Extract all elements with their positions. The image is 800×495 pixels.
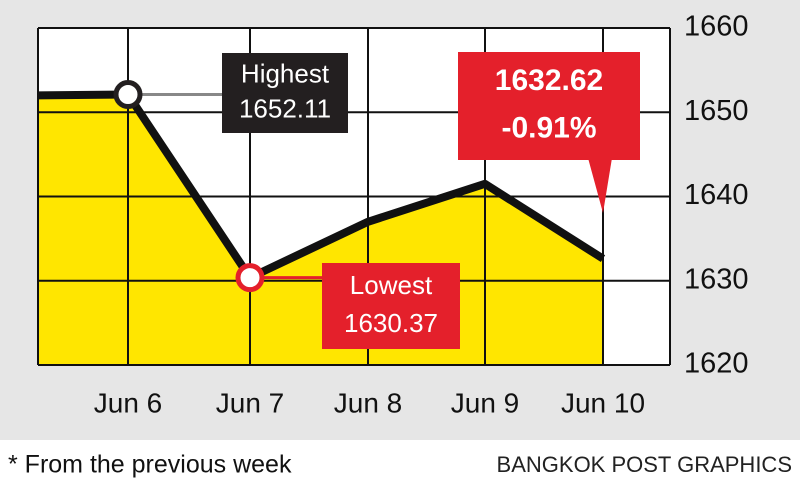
annotation-text: 1630.37 [344,308,438,338]
marker [235,263,265,293]
x-tick-label: Jun 7 [216,387,285,418]
annotation-text: 1632.62 [495,64,603,97]
marker [113,79,143,109]
annotation-box [222,53,348,133]
source: BANGKOK POST GRAPHICS [497,452,792,477]
annotation-box [458,52,640,160]
annotation-text: 1652.11 [239,93,331,123]
callout-tail [588,158,612,213]
y-tick-label: 1660 [684,11,749,43]
area [38,94,603,365]
y-tick-label: 1640 [684,179,749,211]
line [37,90,606,282]
annotation-text: Lowest [350,270,433,300]
y-tick-label: 1630 [684,263,749,295]
x-tick-label: Jun 8 [334,387,403,418]
x-tick-label: Jun 6 [94,387,163,418]
x-tick-label: Jun 10 [561,387,645,418]
y-tick-label: 1650 [684,95,749,127]
x-tick-label: Jun 9 [451,387,520,418]
annotation-text: -0.91% [501,112,596,145]
annotation-box [322,263,460,349]
y-tick-label: 1620 [684,348,749,380]
footnote: * From the previous week [8,451,292,479]
annotation-text: Highest [241,58,330,88]
